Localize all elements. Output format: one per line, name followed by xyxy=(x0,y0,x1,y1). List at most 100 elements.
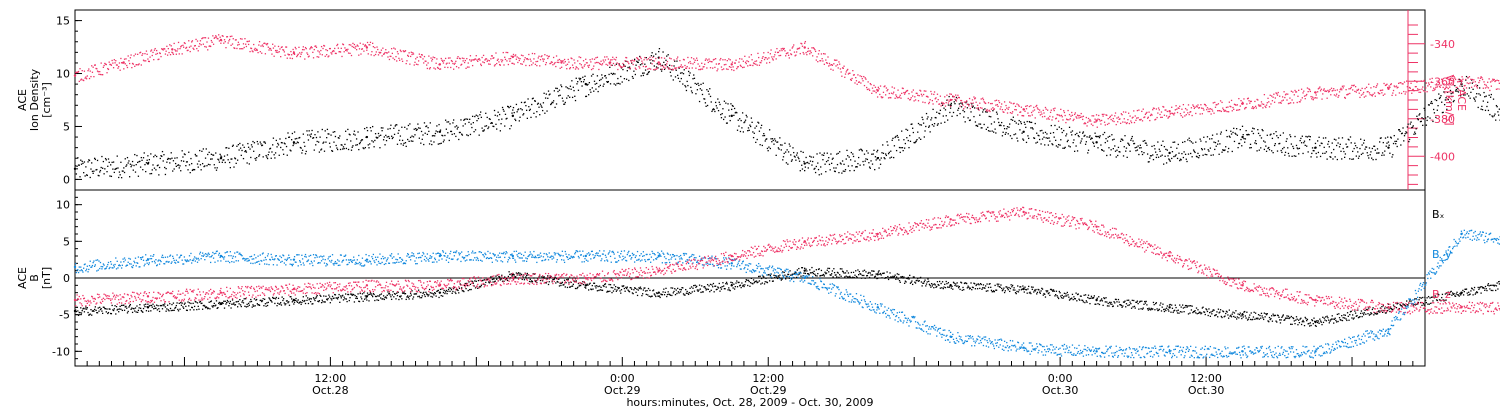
data-point xyxy=(1030,105,1031,106)
data-point xyxy=(381,130,382,131)
data-point xyxy=(137,162,138,163)
data-point xyxy=(1429,117,1430,118)
data-point xyxy=(102,74,103,75)
data-point xyxy=(155,169,156,170)
data-point xyxy=(951,103,952,104)
data-point xyxy=(681,72,682,73)
data-point xyxy=(751,54,752,55)
data-point xyxy=(697,63,698,64)
data-point xyxy=(1487,82,1488,83)
data-point xyxy=(1374,92,1375,93)
data-point xyxy=(468,66,469,67)
data-point xyxy=(204,306,205,307)
data-point xyxy=(497,60,498,61)
data-point xyxy=(617,78,618,79)
data-point xyxy=(1205,105,1206,106)
data-point xyxy=(705,102,706,103)
data-point xyxy=(211,40,212,41)
data-point xyxy=(1437,86,1438,87)
data-point xyxy=(1132,136,1133,137)
data-point xyxy=(530,59,531,60)
data-point xyxy=(1213,141,1214,142)
data-point xyxy=(228,305,229,306)
data-point xyxy=(1108,123,1109,124)
data-point xyxy=(214,167,215,168)
data-point xyxy=(729,66,730,67)
data-point xyxy=(1489,90,1490,91)
anchor-point xyxy=(512,115,514,117)
data-point xyxy=(1211,109,1212,110)
data-point xyxy=(216,300,217,301)
data-point xyxy=(114,308,115,309)
data-point xyxy=(844,77,845,78)
data-point xyxy=(138,63,139,64)
data-point xyxy=(1164,146,1165,147)
data-point xyxy=(521,102,522,103)
data-point xyxy=(1422,86,1423,87)
data-point xyxy=(178,42,179,43)
data-point xyxy=(1495,119,1496,120)
data-point xyxy=(353,133,354,134)
data-point xyxy=(660,65,661,66)
data-point xyxy=(179,303,180,304)
data-point xyxy=(118,66,119,67)
data-point xyxy=(470,55,471,56)
data-point xyxy=(879,159,880,160)
data-point xyxy=(400,135,401,136)
data-point xyxy=(1486,96,1487,97)
data-point xyxy=(980,123,981,124)
data-point xyxy=(617,69,618,70)
data-point xyxy=(90,76,91,77)
data-point xyxy=(706,67,707,68)
data-point xyxy=(1384,93,1385,94)
data-point xyxy=(213,305,214,306)
data-point xyxy=(700,68,701,69)
data-point xyxy=(692,92,693,93)
data-point xyxy=(1318,88,1319,89)
data-point xyxy=(1331,88,1332,89)
data-point xyxy=(147,155,148,156)
data-point xyxy=(1363,92,1364,93)
data-point xyxy=(1177,158,1178,159)
data-point xyxy=(325,56,326,57)
data-point xyxy=(577,81,578,82)
data-point xyxy=(185,306,186,307)
data-point xyxy=(1075,112,1076,113)
data-point xyxy=(1309,139,1310,140)
data-point xyxy=(117,64,118,65)
data-point xyxy=(643,59,644,60)
data-point xyxy=(823,155,824,156)
data-point xyxy=(967,104,968,105)
data-point xyxy=(864,154,865,155)
data-point xyxy=(1053,108,1054,109)
data-point xyxy=(440,68,441,69)
anchor-point xyxy=(1314,91,1316,93)
data-point xyxy=(482,61,483,62)
data-point xyxy=(954,103,955,104)
data-point xyxy=(1234,141,1235,142)
data-point xyxy=(1151,155,1152,156)
data-point xyxy=(1472,89,1473,90)
data-point xyxy=(1303,91,1304,92)
data-point xyxy=(1009,101,1010,102)
data-point xyxy=(641,75,642,76)
data-point xyxy=(1044,144,1045,145)
data-point xyxy=(751,59,752,60)
data-point xyxy=(865,77,866,78)
data-point xyxy=(231,158,232,159)
data-point xyxy=(157,164,158,165)
data-point xyxy=(206,165,207,166)
data-point xyxy=(696,58,697,59)
data-point xyxy=(849,156,850,157)
data-point xyxy=(369,44,370,45)
data-point xyxy=(151,305,152,306)
data-point xyxy=(812,161,813,162)
data-point xyxy=(1299,148,1300,149)
data-point xyxy=(1306,146,1307,147)
data-point xyxy=(268,154,269,155)
data-point xyxy=(240,304,241,305)
data-point xyxy=(749,56,750,57)
data-point xyxy=(346,148,347,149)
data-point xyxy=(1169,116,1170,117)
data-point xyxy=(911,123,912,124)
